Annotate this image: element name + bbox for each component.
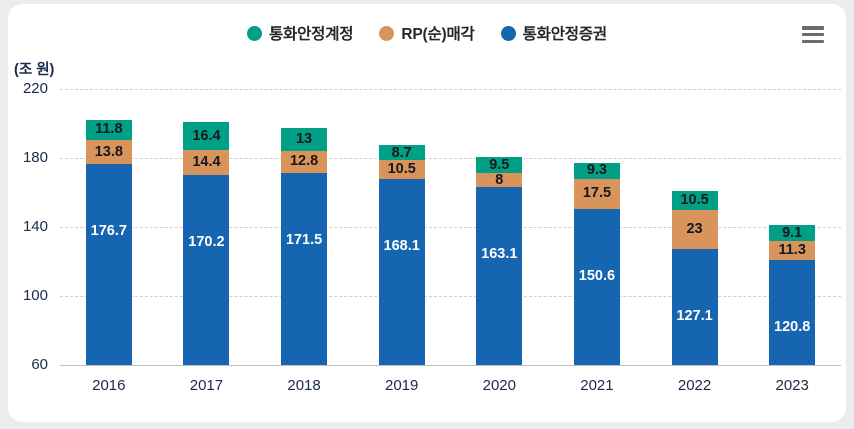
bar-segment-2022-teal[interactable]: 10.5 bbox=[671, 191, 718, 210]
x-axis-tick-label-2023: 2023 bbox=[775, 377, 809, 394]
bar-segment-2019-teal[interactable]: 8.7 bbox=[378, 145, 425, 161]
bar-segment-2017-tan[interactable]: 14.4 bbox=[183, 150, 230, 175]
y-axis-tick-label: 60 bbox=[31, 356, 48, 373]
menu-bar-1 bbox=[802, 26, 824, 30]
bar-value-label: 11.8 bbox=[95, 121, 123, 138]
y-axis-tick-label: 140 bbox=[22, 218, 48, 235]
y-axis-tick-label: 100 bbox=[22, 287, 48, 304]
bar-value-label: 176.7 bbox=[90, 222, 127, 239]
bar-value-label: 120.8 bbox=[774, 319, 811, 336]
bar-segment-2022-blue[interactable]: 127.1 bbox=[671, 249, 718, 365]
bar-segment-2022-tan[interactable]: 23 bbox=[671, 209, 718, 250]
bar-value-label: 171.5 bbox=[285, 231, 323, 248]
gridline-100 bbox=[60, 296, 841, 297]
bar-segment-2019-tan[interactable]: 10.5 bbox=[378, 160, 425, 179]
bar-2019[interactable]: 8.7 10.5 168.1 bbox=[378, 145, 425, 365]
bar-segment-2020-blue[interactable]: 163.1 bbox=[476, 187, 523, 365]
bar-value-label: 17.5 bbox=[582, 185, 612, 202]
bar-value-label: 9.1 bbox=[782, 224, 803, 241]
bar-value-label: 170.2 bbox=[188, 233, 225, 250]
bar-segment-2023-tan[interactable]: 11.3 bbox=[769, 240, 816, 261]
bar-segment-2018-teal[interactable]: 13 bbox=[281, 128, 328, 151]
bar-segment-2019-blue[interactable]: 168.1 bbox=[378, 178, 425, 365]
bar-segment-2018-blue[interactable]: 171.5 bbox=[281, 172, 328, 365]
bar-value-label: 10.5 bbox=[387, 161, 416, 178]
bar-value-label: 9.5 bbox=[489, 156, 510, 173]
x-axis-tick-label-2018: 2018 bbox=[287, 377, 321, 394]
x-axis-tick-label-2019: 2019 bbox=[385, 377, 419, 394]
bar-value-label: 9.3 bbox=[586, 162, 608, 179]
bar-segment-2021-teal[interactable]: 9.3 bbox=[573, 162, 620, 179]
bar-segment-2016-blue[interactable]: 176.7 bbox=[85, 163, 132, 365]
bar-2018[interactable]: 13 12.8 171.5 bbox=[281, 128, 328, 365]
bar-value-label: 163.1 bbox=[481, 246, 518, 263]
bar-segment-2017-blue[interactable]: 170.2 bbox=[183, 174, 230, 365]
menu-bar-2 bbox=[802, 32, 824, 37]
bar-segment-2020-teal[interactable]: 9.5 bbox=[476, 156, 523, 174]
bar-2022[interactable]: 10.5 23 127.1 bbox=[671, 191, 718, 365]
gridline-60 bbox=[60, 365, 841, 366]
bar-segment-2018-tan[interactable]: 12.8 bbox=[281, 150, 328, 173]
x-axis-tick-label-2022: 2022 bbox=[677, 377, 712, 394]
bar-value-label: 11.3 bbox=[778, 242, 806, 259]
bar-segment-2016-tan[interactable]: 13.8 bbox=[85, 139, 132, 164]
menu-bar-3 bbox=[802, 39, 824, 43]
bar-segment-2016-teal[interactable]: 11.8 bbox=[85, 119, 132, 140]
bar-value-label: 13.8 bbox=[94, 143, 123, 160]
hamburger-menu-icon[interactable] bbox=[802, 26, 824, 43]
bar-value-label: 14.4 bbox=[192, 154, 221, 171]
bar-2017[interactable]: 16.4 14.4 170.2 bbox=[183, 121, 230, 365]
bar-2021[interactable]: 9.3 17.5 150.6 bbox=[573, 162, 620, 365]
bar-value-label: 10.5 bbox=[680, 192, 709, 209]
gridline-220 bbox=[60, 89, 841, 90]
bar-segment-2021-blue[interactable]: 150.6 bbox=[573, 208, 620, 365]
gridline-140 bbox=[60, 227, 841, 228]
gridline-180 bbox=[60, 158, 841, 159]
bar-value-label: 13 bbox=[295, 131, 313, 148]
bar-value-label: 16.4 bbox=[192, 127, 221, 144]
bar-value-label: 8 bbox=[495, 173, 504, 188]
bar-value-label: 127.1 bbox=[676, 308, 713, 325]
chart-plot-area: 60 100 140 180 220 11.8 13.8 176.7 2016 16.4 14.4 1… bbox=[23, 80, 841, 394]
x-axis-tick-label-2021: 2021 bbox=[580, 377, 614, 394]
y-axis-tick-label: 180 bbox=[22, 149, 48, 166]
bar-segment-2017-teal[interactable]: 16.4 bbox=[183, 121, 230, 151]
x-axis-tick-label-2020: 2020 bbox=[482, 377, 516, 394]
bar-segment-2021-tan[interactable]: 17.5 bbox=[573, 178, 620, 209]
bar-segment-2023-blue[interactable]: 120.8 bbox=[769, 260, 816, 365]
x-axis-tick-label-2017: 2017 bbox=[189, 377, 224, 394]
bar-value-label: 168.1 bbox=[383, 237, 420, 254]
y-axis-unit-label: (조 원) bbox=[14, 62, 55, 78]
bar-2016[interactable]: 11.8 13.8 176.7 bbox=[85, 119, 132, 365]
bar-2020[interactable]: 9.5 8 163.1 bbox=[476, 156, 523, 365]
bar-segment-2023-teal[interactable]: 9.1 bbox=[769, 224, 816, 241]
y-axis-tick-label: 220 bbox=[22, 80, 48, 97]
x-axis-tick-label-2016: 2016 bbox=[92, 377, 126, 394]
bar-value-label: 23 bbox=[686, 221, 703, 238]
bar-value-label: 12.8 bbox=[289, 153, 319, 170]
bar-value-label: 8.7 bbox=[391, 145, 412, 161]
bar-value-label: 150.6 bbox=[578, 267, 616, 284]
bar-2023[interactable]: 9.1 11.3 120.8 bbox=[769, 224, 816, 365]
bar-segment-2020-tan[interactable]: 8 bbox=[476, 173, 523, 188]
